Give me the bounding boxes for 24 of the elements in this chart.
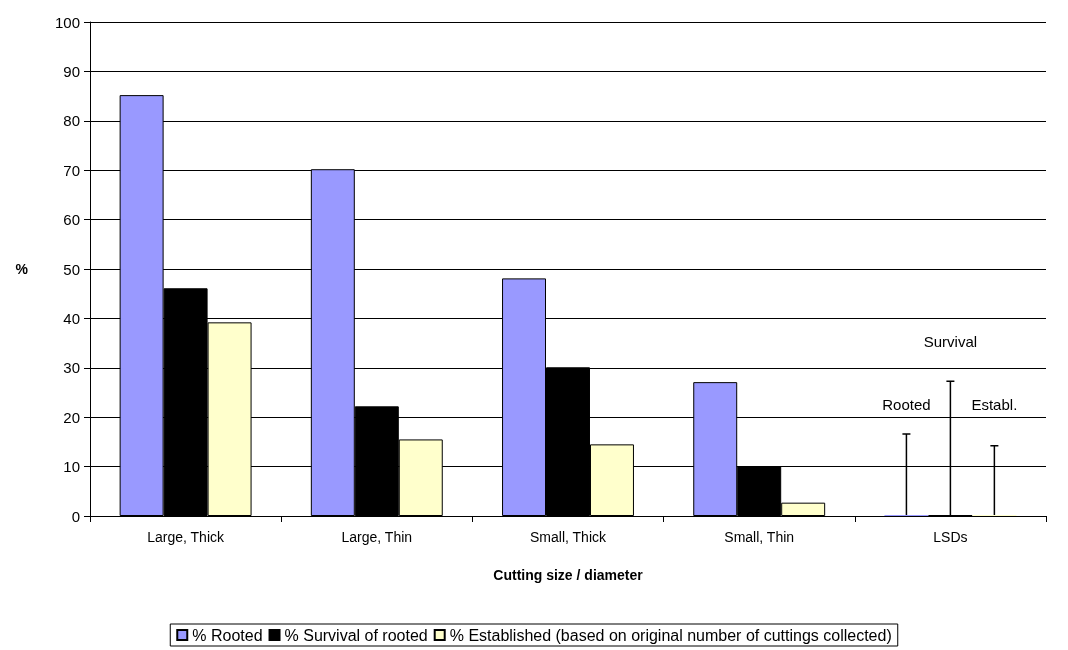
y-tick-label: 0 bbox=[71, 507, 80, 525]
x-tick-label: Large, Thick bbox=[147, 529, 225, 545]
annotation: Establ. bbox=[971, 396, 1018, 414]
y-tick-label: 30 bbox=[63, 359, 80, 377]
x-tick-label: Small, Thick bbox=[530, 529, 607, 545]
legend-label: % Survival of rooted bbox=[284, 626, 428, 644]
y-axis-title: % bbox=[15, 261, 29, 277]
x-tick-label: LSDs bbox=[933, 529, 968, 545]
x-tick-label: Small, Thin bbox=[724, 529, 795, 545]
y-tick-label: 40 bbox=[63, 309, 80, 327]
y-tick-label: 60 bbox=[63, 211, 80, 229]
annotation: Survival bbox=[923, 332, 978, 350]
y-tick-label: 100 bbox=[54, 13, 80, 31]
annotation: Rooted bbox=[882, 396, 931, 414]
legend-label: % Rooted bbox=[192, 626, 263, 644]
x-axis-title: Cutting size / diameter bbox=[493, 567, 644, 583]
legend-label: % Established (based on original number of cuttings collected) bbox=[449, 626, 892, 644]
y-tick-label: 10 bbox=[63, 458, 80, 476]
x-tick-label: Large, Thin bbox=[341, 529, 413, 545]
y-tick-label: 90 bbox=[63, 62, 80, 80]
y-tick-label: 20 bbox=[63, 408, 80, 426]
y-tick-label: 70 bbox=[63, 161, 80, 179]
y-tick-label: 50 bbox=[63, 260, 80, 278]
y-tick-label: 80 bbox=[63, 112, 80, 130]
